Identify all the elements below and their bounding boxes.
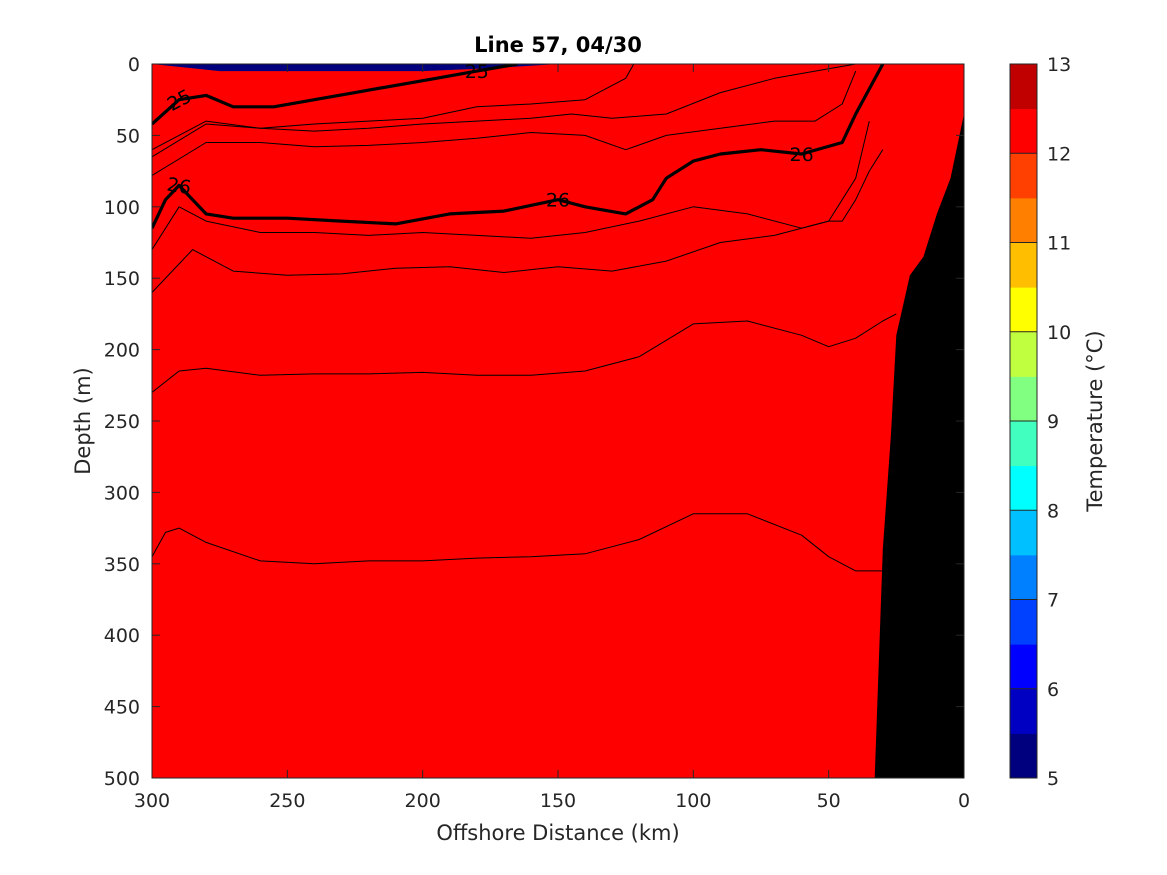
- colorbar-swatch: [1010, 331, 1037, 377]
- y-axis-label: Depth (m): [71, 367, 95, 474]
- colorbar-swatch: [1010, 153, 1037, 199]
- colorbar-swatch: [1010, 465, 1037, 511]
- colorbar-tick-label: 7: [1047, 590, 1059, 612]
- y-tick-label: 500: [104, 768, 140, 790]
- colorbar-swatch: [1010, 554, 1037, 600]
- x-tick-label: 150: [540, 790, 576, 812]
- colorbar-tick-label: 5: [1047, 768, 1059, 790]
- temperature-band-12: [152, 64, 964, 778]
- colorbar-swatch: [1010, 242, 1037, 288]
- seafloor-topography: [874, 114, 964, 778]
- density-contour-line-1: [152, 64, 518, 126]
- x-tick-label: 100: [675, 790, 711, 812]
- contour-label-text: 25: [465, 61, 489, 83]
- y-tick-label: 150: [104, 268, 140, 290]
- colorbar-label: Temperature (°C): [1083, 330, 1107, 512]
- colorbar-swatch: [1010, 287, 1037, 333]
- colorbar-swatch: [1010, 108, 1037, 154]
- colorbar-swatch: [1010, 376, 1037, 422]
- x-tick-label: 250: [269, 790, 305, 812]
- colorbar-tick-label: 8: [1047, 500, 1059, 522]
- colorbar-tick-label: 6: [1047, 679, 1059, 701]
- contour-label-text: 26: [790, 144, 814, 166]
- y-tick-label: 50: [116, 125, 140, 147]
- density-contour-line-8: [152, 313, 897, 393]
- y-tick-label: 200: [104, 340, 140, 362]
- density-contour-line-6: [152, 120, 870, 250]
- x-tick-label: 0: [958, 790, 970, 812]
- y-tick-label: 100: [104, 197, 140, 219]
- colorbar-swatch: [1010, 733, 1037, 779]
- colorbar-ticks: 5 6 7 8 9 10 11 12 13: [1010, 54, 1071, 790]
- chart-title: Line 57, 04/30: [474, 33, 642, 57]
- colorbar-swatch: [1010, 510, 1037, 556]
- colorbar-tick-label: 9: [1047, 411, 1059, 433]
- y-axis: 0 50 100 150 200 250 300 350 400 450 500: [104, 54, 964, 790]
- colorbar-tick-label: 10: [1047, 322, 1071, 344]
- contour-label-2: 25: [465, 61, 489, 83]
- temperature-bands: [152, 64, 964, 778]
- density-contour-line-4: [152, 70, 857, 176]
- density-contour-line-2: [152, 64, 635, 151]
- x-tick-label: 300: [134, 790, 170, 812]
- x-axis-label: Offshore Distance (km): [436, 821, 679, 845]
- contour-label-text: 26: [165, 173, 193, 199]
- y-tick-label: 300: [104, 482, 140, 504]
- x-tick-label: 50: [817, 790, 841, 812]
- density-contours: [152, 64, 897, 572]
- contour-label-4: 26: [546, 190, 570, 212]
- colorbar-tick-label: 11: [1047, 233, 1071, 255]
- colorbar-tick-label: 12: [1047, 143, 1071, 165]
- y-tick-label: 450: [104, 697, 140, 719]
- colorbar-swatch: [1010, 64, 1037, 110]
- colorbar-swatch: [1010, 688, 1037, 734]
- y-tick-label: 400: [104, 625, 140, 647]
- y-tick-label: 0: [128, 54, 140, 76]
- plot-area: [152, 64, 964, 778]
- colorbar-swatch: [1010, 599, 1037, 645]
- colorbar-swatch: [1010, 197, 1037, 243]
- colorbar: [1010, 64, 1037, 779]
- y-tick-label: 250: [104, 411, 140, 433]
- contour-label-3: 26: [165, 173, 193, 199]
- contour-label-text: 26: [546, 190, 570, 212]
- x-tick-label: 200: [405, 790, 441, 812]
- colorbar-swatch: [1010, 421, 1037, 467]
- density-contour-line-5: [152, 64, 885, 229]
- density-contour-line-3: [152, 64, 856, 158]
- colorbar-swatch: [1010, 644, 1037, 690]
- density-contour-line-9: [152, 513, 883, 572]
- density-contour-line-7: [152, 149, 884, 293]
- contour-label-5: 26: [790, 144, 814, 166]
- colorbar-tick-label: 13: [1047, 54, 1071, 76]
- y-tick-label: 350: [104, 554, 140, 576]
- x-axis: 300 250 200 150 100 50 0: [134, 64, 970, 812]
